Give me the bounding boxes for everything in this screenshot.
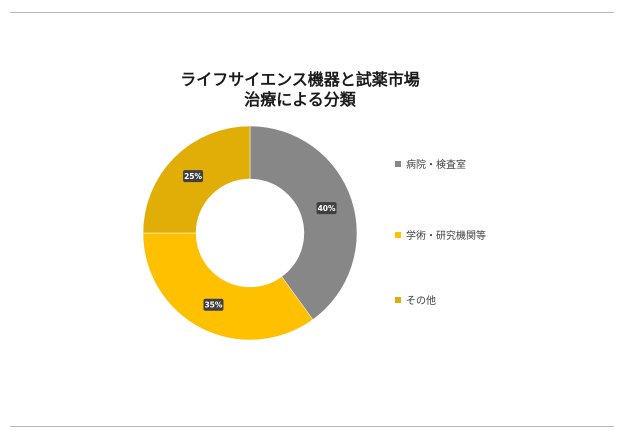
data-label-text-1: 35% (204, 301, 222, 310)
slice-1 (142, 232, 314, 341)
data-label-bg-0 (316, 202, 337, 215)
legend-label-2: その他 (406, 296, 436, 307)
slice-0 (249, 125, 358, 320)
legend-item-1: 学術・研究機関等 (395, 227, 486, 242)
data-label-bg-2 (183, 170, 204, 183)
top-divider (10, 12, 614, 13)
legend-item-2: その他 (395, 292, 436, 307)
chart-title-line-2: 治療による分類 (244, 90, 356, 109)
chart-title-line-1: ライフサイエンス機器と試薬市場 (180, 70, 420, 89)
bottom-divider (10, 426, 614, 427)
data-label-text-2: 25% (184, 172, 202, 181)
legend-swatch-1 (395, 231, 401, 238)
data-label-text-0: 40% (318, 204, 336, 213)
legend-label-1: 学術・研究機関等 (406, 231, 486, 242)
legend-item-0: 病院・検査室 (395, 156, 466, 171)
data-label-0: 40% (316, 202, 337, 215)
legend-swatch-0 (395, 160, 401, 167)
data-label-bg-1 (203, 298, 224, 311)
data-label-2: 25% (183, 170, 204, 183)
data-label-1: 35% (203, 298, 224, 311)
legend-label-0: 病院・検査室 (406, 160, 466, 171)
chart-title: ライフサイエンス機器と試薬市場 治療による分類 (150, 70, 450, 110)
legend-swatch-2 (395, 296, 401, 303)
